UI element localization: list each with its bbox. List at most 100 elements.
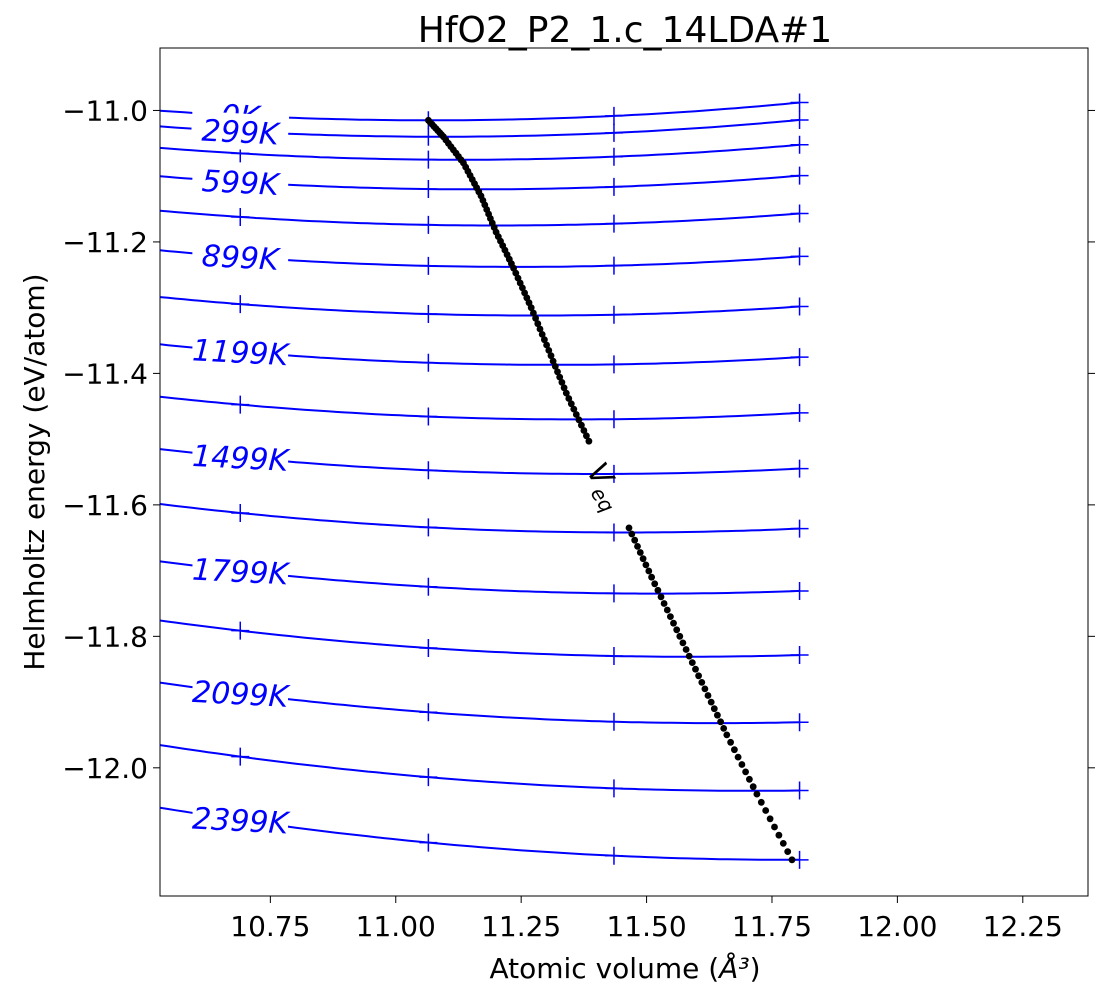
veq-point [757,798,765,806]
data-marker-1499K-2 [604,464,623,483]
veq-point [766,815,774,823]
data-marker-299K-3 [790,110,809,129]
veq-point [645,567,653,575]
data-marker-0K-3 [790,93,809,112]
veq-point [667,613,674,620]
veq-point [692,665,699,673]
veq-point [567,400,575,408]
veq-point [771,823,778,831]
data-marker-2399K-2 [604,846,623,865]
veq-point [753,790,761,798]
data-marker-1949K-1 [419,639,438,658]
x-tick-label: 10.75 [230,910,310,943]
veq-point [554,368,561,376]
y-axis-label: Helmholtz energy (eV/atom) [18,273,51,670]
veq-point [738,761,746,768]
x-axis-label-unit: Å³ [717,951,749,985]
veq-point [625,524,633,532]
data-marker-1799K-2 [604,584,623,603]
veq-point [654,586,662,594]
x-axis-label-suffix: ) [750,952,761,985]
data-marker-1649K-3 [790,519,809,538]
veq-point [545,347,553,354]
curve-label-2399K: 2399K [191,799,291,842]
veq-point [639,555,647,563]
data-marker-1949K-0 [231,621,250,640]
veq-point [547,352,555,360]
data-marker-599K-2 [604,177,623,196]
plot-frame [159,47,1089,897]
veq-point [530,309,537,317]
veq-point [534,320,542,328]
data-marker-2249K-1 [419,768,438,787]
isotherm-line-749K [160,209,800,227]
veq-point [734,753,742,761]
data-marker-899K-3 [790,247,809,266]
veq-point [578,421,585,429]
isotherm-line-449K [160,143,800,161]
veq-point [541,336,548,344]
veq-point [749,783,757,791]
data-marker-1949K-3 [790,646,809,665]
veq-point [727,738,734,746]
isotherm-line-1049K [160,296,800,317]
curve-label-text-299K: 299K [201,113,282,152]
veq-point [583,432,590,440]
y-tick-label: −11.6 [62,489,148,522]
veq-point [562,389,570,397]
x-tick-label: 12.00 [857,910,937,943]
data-marker-599K-1 [419,180,438,199]
veq-point [723,731,731,739]
veq-point [538,331,546,338]
veq-label-text: Veq [575,457,633,517]
veq-point [585,437,593,445]
veq-point [558,379,566,386]
data-marker-749K-2 [604,214,623,233]
veq-point [532,314,539,322]
veq-point [651,580,659,588]
veq-point [701,685,709,693]
data-marker-1349K-3 [790,403,809,422]
veq-point [775,831,783,839]
isotherm-line-1949K [160,619,800,658]
veq-point [685,652,693,660]
y-tick-label: −12.0 [62,752,148,785]
x-axis-label: Atomic volume (Å³) [489,951,760,985]
data-marker-1049K-2 [604,305,623,324]
data-marker-899K-1 [419,256,438,275]
veq-point [543,341,550,349]
curve-label-text-1499K: 1499K [191,439,291,479]
curve-label-1199K: 1199K [191,331,291,373]
veq-point [746,775,753,783]
curve-label-2099K: 2099K [191,672,291,715]
data-marker-2249K-0 [231,747,250,766]
veq-point [710,705,718,713]
veq-curve: Veq [425,116,796,864]
curve-label-text-2399K: 2399K [191,802,291,842]
data-marker-1499K-1 [419,461,438,480]
veq-point [714,711,721,719]
data-marker-449K-2 [604,147,623,166]
data-marker-2099K-2 [604,712,623,731]
veq-point [695,672,702,680]
veq-point [676,632,684,640]
data-marker-1049K-1 [419,305,438,324]
data-marker-749K-1 [419,215,438,234]
data-marker-1499K-3 [790,459,809,478]
veq-point [660,600,668,607]
x-tick-label: 11.00 [356,910,436,943]
veq-point [731,746,738,754]
veq-point [779,840,787,847]
data-marker-1199K-3 [790,348,809,367]
veq-point [679,639,687,647]
veq-point [642,561,650,569]
data-marker-2249K-3 [790,781,809,800]
data-marker-0K-2 [604,106,623,125]
data-marker-1349K-1 [419,407,438,426]
y-tick-label: −11.2 [62,226,148,259]
curve-label-599K: 599K [191,161,290,203]
axis-ticks: 10.75 11.00 11.25 11.50 11.75 12.00 12.25 −11.0… [62,94,1095,943]
curve-label-text-1799K: 1799K [191,552,291,592]
data-marker-1349K-2 [604,410,623,429]
